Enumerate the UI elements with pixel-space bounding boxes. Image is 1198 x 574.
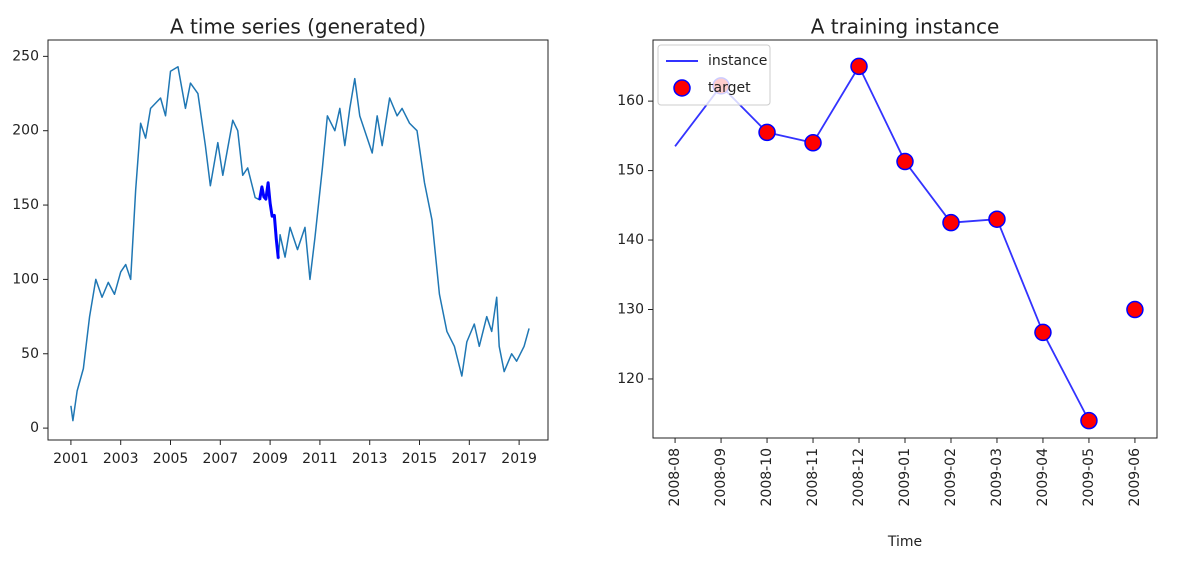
target-marker bbox=[942, 213, 960, 232]
x-axis-label: Time bbox=[887, 534, 922, 550]
target-marker bbox=[804, 134, 822, 152]
y-tick-label: 150 bbox=[12, 197, 39, 213]
plot-frame bbox=[47, 39, 549, 441]
target-marker bbox=[896, 152, 914, 171]
series-line bbox=[258, 181, 280, 259]
series-line bbox=[70, 66, 530, 422]
target-marker bbox=[1034, 323, 1052, 342]
legend-label: instance bbox=[708, 53, 767, 69]
y-tick-label: 250 bbox=[12, 48, 39, 64]
x-tick-label: 2009-02 bbox=[943, 448, 959, 507]
target-marker bbox=[850, 57, 868, 76]
x-tick-label: 2008-08 bbox=[667, 448, 683, 507]
legend-marker bbox=[673, 79, 691, 97]
x-tick-label: 2001 bbox=[53, 451, 89, 467]
x-tick-label: 2009-01 bbox=[897, 448, 913, 507]
y-tick-label: 140 bbox=[617, 232, 644, 248]
target-marker bbox=[758, 123, 776, 142]
x-tick-label: 2019 bbox=[501, 451, 537, 467]
y-tick-label: 100 bbox=[12, 271, 39, 287]
x-tick-label: 2009-05 bbox=[1081, 448, 1097, 507]
target-marker bbox=[1080, 411, 1098, 430]
y-tick-label: 200 bbox=[12, 123, 39, 139]
x-tick-label: 2008-10 bbox=[759, 448, 775, 507]
legend-label: target bbox=[708, 80, 751, 96]
chart-title: A training instance bbox=[811, 15, 1000, 39]
y-tick-label: 50 bbox=[21, 346, 39, 362]
plot-frame bbox=[652, 39, 1158, 439]
x-tick-label: 2017 bbox=[451, 451, 487, 467]
y-tick-label: 130 bbox=[617, 302, 644, 318]
x-tick-label: 2015 bbox=[402, 451, 438, 467]
x-tick-label: 2007 bbox=[202, 451, 238, 467]
x-tick-label: 2008-09 bbox=[713, 448, 729, 507]
x-tick-label: 2008-11 bbox=[805, 448, 821, 507]
y-tick-label: 0 bbox=[30, 420, 39, 436]
x-tick-label: 2003 bbox=[103, 451, 139, 467]
target-marker bbox=[1126, 300, 1144, 319]
y-tick-label: 150 bbox=[617, 163, 644, 179]
target-marker bbox=[988, 210, 1006, 228]
series-line bbox=[674, 65, 1090, 422]
x-tick-label: 2009-04 bbox=[1035, 448, 1051, 507]
y-tick-label: 160 bbox=[617, 93, 644, 109]
x-tick-label: 2008-12 bbox=[851, 448, 867, 507]
x-tick-label: 2011 bbox=[302, 451, 338, 467]
y-tick-label: 120 bbox=[617, 371, 644, 387]
x-tick-label: 2009 bbox=[252, 451, 288, 467]
x-tick-label: 2009-06 bbox=[1127, 448, 1143, 507]
x-tick-label: 2013 bbox=[352, 451, 388, 467]
x-tick-label: 2009-03 bbox=[989, 448, 1005, 507]
chart-title: A time series (generated) bbox=[170, 15, 426, 39]
x-tick-label: 2005 bbox=[153, 451, 189, 467]
